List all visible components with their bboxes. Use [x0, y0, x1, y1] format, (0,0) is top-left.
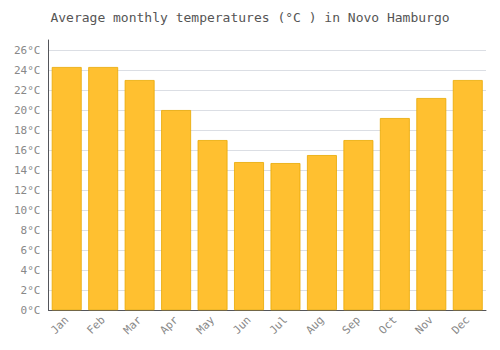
svg-text:8°C: 8°C [21, 224, 41, 237]
svg-text:16°C: 16°C [14, 144, 41, 157]
svg-text:12°C: 12°C [14, 184, 41, 197]
svg-text:Jul: Jul [267, 314, 290, 337]
svg-text:2°C: 2°C [21, 284, 41, 297]
svg-text:4°C: 4°C [21, 264, 41, 277]
svg-text:Jan: Jan [48, 314, 71, 337]
svg-text:Nov: Nov [413, 313, 436, 336]
svg-text:20°C: 20°C [14, 104, 41, 117]
svg-text:Apr: Apr [157, 313, 180, 336]
svg-text:Dec: Dec [449, 314, 472, 337]
svg-text:6°C: 6°C [21, 244, 41, 257]
svg-text:18°C: 18°C [14, 124, 41, 137]
svg-text:22°C: 22°C [14, 84, 41, 97]
svg-text:Sep: Sep [340, 314, 363, 337]
svg-text:Jun: Jun [230, 314, 253, 337]
svg-text:Oct: Oct [376, 314, 399, 337]
svg-text:0°C: 0°C [21, 304, 41, 317]
svg-text:Mar: Mar [121, 313, 144, 336]
svg-text:Aug: Aug [303, 314, 326, 337]
svg-text:May: May [194, 313, 217, 336]
svg-text:14°C: 14°C [14, 164, 41, 177]
svg-text:26°C: 26°C [14, 44, 41, 57]
svg-text:Average monthly temperatures (: Average monthly temperatures (°C ) in No… [50, 10, 449, 25]
svg-text:10°C: 10°C [14, 204, 41, 217]
svg-text:Feb: Feb [85, 314, 108, 337]
svg-text:24°C: 24°C [14, 64, 41, 77]
